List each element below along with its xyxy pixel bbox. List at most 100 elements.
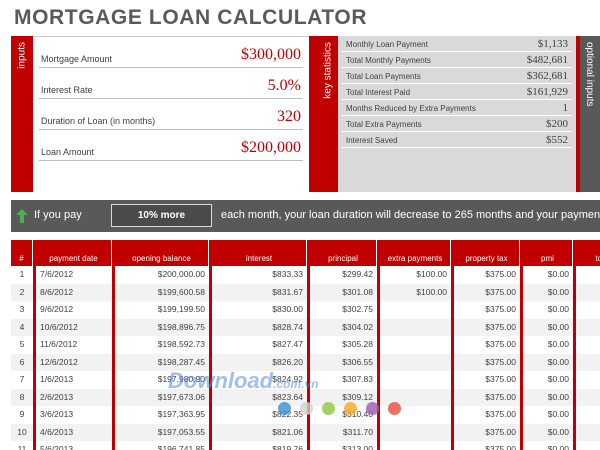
- cell-interest: $830.00: [272, 304, 303, 314]
- stat-value: $200: [546, 118, 568, 130]
- stat-row: Total Loan Payments $362,681: [342, 68, 572, 84]
- cell-pmi: $0.00: [547, 391, 569, 402]
- cell-opening-balance: $198,896.75: [157, 321, 205, 332]
- header-extra-payments: extra payments: [380, 240, 451, 266]
- cell-pmi: $0.00: [547, 286, 569, 297]
- header-interest: interest: [212, 240, 307, 266]
- watermark-text: Download: [168, 368, 274, 393]
- stat-label: Total Monthly Payments: [346, 56, 431, 65]
- watermark-suffix: .com.vn: [273, 377, 319, 391]
- cell-opening-balance: $197,053.55: [157, 426, 205, 437]
- cell-pmi: $0.00: [547, 426, 569, 437]
- input-row-interest-rate[interactable]: Interest Rate 5.0%: [39, 68, 303, 99]
- table-row: 2 8/6/2012 $199,600.58 $831.67 $301.08 $100.0…: [11, 283, 600, 301]
- cell-interest: $824.92: [272, 374, 303, 384]
- cell-property-tax: $375.00: [485, 356, 516, 367]
- stat-label: Total Loan Payments: [346, 72, 421, 81]
- cell-interest: $833.33: [272, 269, 303, 279]
- input-row-mortgage-amount[interactable]: Mortgage Amount $300,000: [39, 37, 303, 68]
- cell-interest: $831.67: [272, 286, 303, 297]
- watermark-dot: [344, 402, 357, 415]
- optional-inputs-tab-label: optional inputs: [584, 42, 595, 107]
- stat-value: $1,133: [537, 38, 568, 50]
- watermark-logo: Download.com.vn: [168, 368, 318, 394]
- table-row: 1 7/6/2012 $200,000.00 $833.33 $299.42 $100.0…: [11, 266, 600, 284]
- extra-payment-dropdown[interactable]: 10% more: [111, 204, 212, 227]
- input-value[interactable]: 5.0%: [267, 77, 301, 94]
- table-row: 10 4/6/2013 $197,053.55 $821.06 $311.70 $375.…: [11, 423, 600, 442]
- cell-index: 11: [17, 444, 27, 450]
- cell-index: 7: [19, 374, 25, 384]
- cell-pmi: $0.00: [547, 374, 569, 384]
- page-title: MORTGAGE LOAN CALCULATOR: [14, 6, 368, 29]
- header-total: total: [576, 240, 600, 266]
- cell-payment-date: 7/6/2012: [40, 269, 74, 279]
- cell-property-tax: $375.00: [485, 426, 516, 437]
- table-row: 5 11/6/2012 $198,592.73 $827.47 $305.28 $375.…: [11, 336, 600, 354]
- cell-extra-payments: [380, 336, 451, 354]
- cell-extra-payments: [380, 301, 451, 319]
- cell-property-tax: $375.00: [485, 391, 516, 402]
- cell-extra-payments: $100.00: [416, 269, 447, 279]
- input-value[interactable]: 320: [277, 108, 301, 125]
- header-index: #: [11, 240, 33, 266]
- stat-row: Monthly Loan Payment $1,133: [342, 36, 572, 52]
- cell-index: 9: [19, 409, 25, 419]
- cell-property-tax: $375.00: [485, 374, 516, 384]
- cell-principal: $311.70: [342, 426, 373, 437]
- cell-interest: $828.74: [272, 321, 303, 332]
- stat-value: $482,681: [526, 54, 568, 66]
- amortization-table: # payment date opening balance interest …: [11, 240, 600, 450]
- cell-opening-balance: $197,673.06: [157, 391, 205, 402]
- cell-property-tax: $375.00: [485, 409, 516, 419]
- cell-interest: $823.64: [272, 391, 303, 402]
- column-divider: [112, 266, 115, 450]
- cell-payment-date: 10/6/2012: [40, 321, 78, 332]
- column-divider: [573, 266, 576, 450]
- table-header: # payment date opening balance interest …: [11, 240, 600, 266]
- input-value[interactable]: $200,000: [241, 139, 301, 156]
- cell-pmi: $0.00: [547, 444, 569, 450]
- optional-inputs-tab[interactable]: optional inputs: [580, 36, 600, 192]
- stat-label: Months Reduced by Extra Payments: [346, 104, 476, 113]
- header-opening-balance: opening balance: [115, 240, 209, 266]
- input-row-duration[interactable]: Duration of Loan (in months) 320: [39, 99, 303, 130]
- cell-index: 6: [19, 356, 25, 367]
- cell-property-tax: $375.00: [485, 339, 516, 349]
- cell-index: 10: [17, 426, 27, 437]
- watermark-dot: [366, 402, 379, 415]
- cell-payment-date: 2/6/2013: [40, 391, 74, 402]
- cell-pmi: $0.00: [547, 269, 569, 279]
- column-divider: [520, 266, 523, 450]
- arrow-up-icon: [16, 209, 28, 223]
- cell-principal: $313.00: [342, 444, 373, 450]
- payment-banner: If you pay 10% more each month, your loa…: [11, 200, 600, 232]
- cell-interest: $826.20: [272, 356, 303, 367]
- input-row-loan-amount[interactable]: Loan Amount $200,000: [39, 130, 303, 161]
- cell-opening-balance: $198,592.73: [157, 339, 205, 349]
- stat-value: $362,681: [526, 70, 568, 82]
- inputs-tab: inputs: [11, 36, 33, 192]
- cell-principal: $305.28: [342, 339, 373, 349]
- table-row: 4 10/6/2012 $198,896.75 $828.74 $304.02 $375.…: [11, 318, 600, 336]
- cell-opening-balance: $199,199.50: [157, 304, 205, 314]
- cell-payment-date: 3/6/2013: [40, 409, 74, 419]
- cell-extra-payments: [380, 424, 451, 442]
- stat-value: $161,929: [526, 86, 568, 98]
- stat-label: Interest Saved: [346, 136, 398, 145]
- banner-suffix: each month, your loan duration will decr…: [221, 209, 600, 221]
- header-payment-date: payment date: [36, 240, 112, 266]
- table-row: 11 5/6/2013 $196,741.85 $819.76 $313.00 $375.…: [11, 441, 600, 450]
- cell-pmi: $0.00: [547, 339, 569, 349]
- key-statistics-divider: [576, 36, 580, 192]
- input-value[interactable]: $300,000: [241, 46, 301, 63]
- cell-principal: $309.12: [342, 391, 373, 402]
- cell-pmi: $0.00: [547, 321, 569, 332]
- input-label: Mortgage Amount: [41, 54, 113, 64]
- cell-extra-payments: [380, 371, 451, 389]
- column-divider: [33, 266, 36, 450]
- header-pmi: pmi: [523, 240, 573, 266]
- cell-property-tax: $375.00: [485, 269, 516, 279]
- cell-property-tax: $375.00: [485, 286, 516, 297]
- table-row: 7 1/6/2013 $197,980.90 $824.92 $307.83 $375.0…: [11, 371, 600, 389]
